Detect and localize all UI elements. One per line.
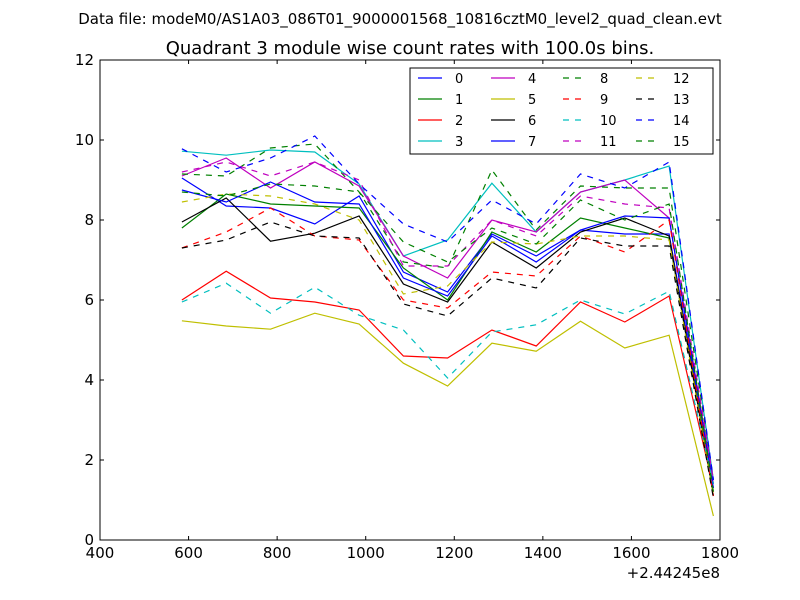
series-1-line (181, 193, 714, 493)
x-tick-label: 1800 (701, 544, 739, 562)
legend-label-9: 9 (600, 93, 608, 108)
figure-suptitle: Data file: modeM0/AS1A03_086T01_90000015… (78, 10, 722, 29)
legend-label-8: 8 (600, 72, 608, 87)
series-12-line (181, 193, 714, 497)
legend-label-14: 14 (673, 114, 690, 129)
legend-label-4: 4 (528, 72, 536, 87)
x-tick-label: 1400 (524, 544, 562, 562)
series-2-line (181, 270, 714, 489)
x-tick-label: 600 (174, 544, 203, 562)
series-10-line (181, 282, 714, 485)
legend-label-0: 0 (455, 72, 463, 87)
legend-label-7: 7 (528, 135, 536, 150)
y-tick-label: 8 (84, 211, 94, 229)
legend-label-15: 15 (673, 135, 690, 150)
y-tick-label: 4 (84, 371, 94, 389)
legend-label-6: 6 (528, 114, 536, 129)
x-tick-label: 1000 (347, 544, 385, 562)
x-tick-label: 800 (263, 544, 292, 562)
chart-title: Quadrant 3 module wise count rates with … (166, 38, 655, 59)
legend-label-2: 2 (455, 114, 463, 129)
y-tick-label: 10 (75, 131, 94, 149)
y-tick-label: 12 (75, 51, 94, 69)
legend-label-13: 13 (673, 93, 690, 108)
legend-label-12: 12 (673, 72, 690, 87)
legend-label-10: 10 (600, 114, 617, 129)
legend-label-1: 1 (455, 93, 463, 108)
series-4-line (181, 157, 714, 485)
series-6-line (181, 197, 714, 497)
y-tick-label: 6 (84, 291, 94, 309)
series-8-line (181, 143, 714, 481)
series-layer (181, 135, 714, 517)
series-14-line (181, 135, 714, 481)
legend-label-11: 11 (600, 135, 617, 150)
x-tick-label: 1600 (612, 544, 650, 562)
x-offset-label: +2.44245e8 (627, 564, 720, 582)
series-9-line (181, 207, 714, 497)
y-tick-label: 0 (84, 531, 94, 549)
x-tick-label: 1200 (435, 544, 473, 562)
series-11-line (181, 161, 714, 481)
legend-box (409, 67, 714, 155)
series-15-line (181, 183, 714, 493)
legend-label-5: 5 (528, 93, 536, 108)
x-tick-label: 400 (86, 544, 115, 562)
legend-label-3: 3 (455, 135, 463, 150)
series-7-line (181, 181, 714, 489)
y-tick-label: 2 (84, 451, 94, 469)
series-5-line (181, 312, 714, 517)
